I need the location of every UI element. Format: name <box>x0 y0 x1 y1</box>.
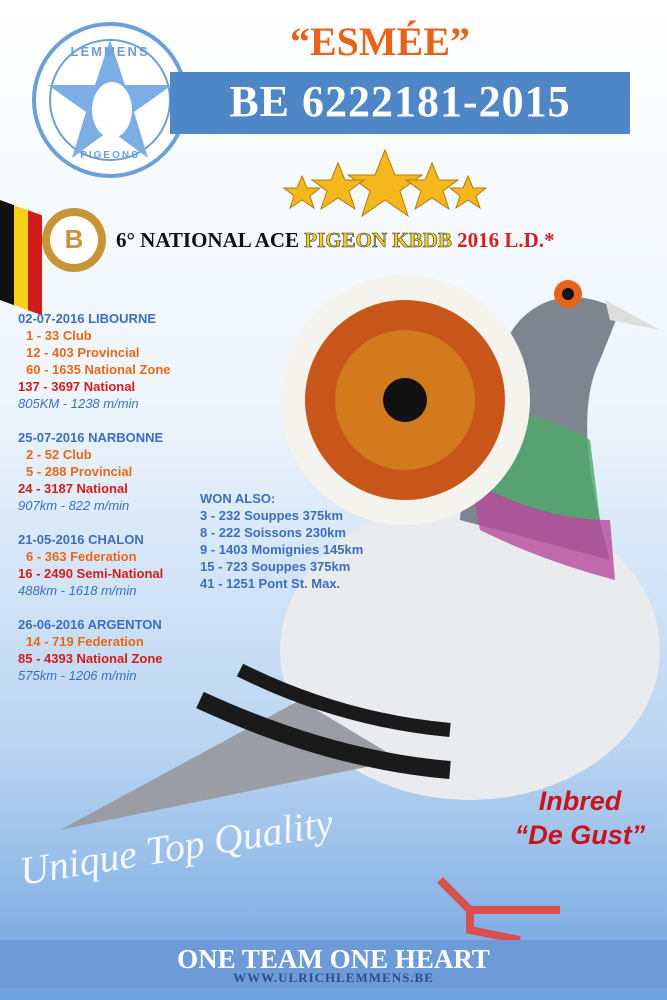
race-result: 24 - 3187 National <box>18 481 128 496</box>
award-part: 6° NATIONAL ACE <box>116 228 305 252</box>
race-speed: 907km - 822 m/min <box>18 498 130 513</box>
race-block: 26-06-2016 ARGENTON 14 - 719 Federation 85… <box>18 616 171 684</box>
award-part: 2016 L.D.* <box>457 228 555 252</box>
badge: B <box>64 224 84 254</box>
pigeon-name: “ESMÉE” <box>289 19 471 64</box>
logo-bottom: PIGEONS <box>80 150 140 161</box>
won-title: WON ALSO: <box>200 491 276 506</box>
race-title: 02-07-2016 LIBOURNE <box>18 311 156 326</box>
award: 6° NATIONAL ACE PIGEON KBDB 2016 L.D.* <box>116 228 656 253</box>
footer-bar <box>0 940 667 988</box>
race-block: 02-07-2016 LIBOURNE 1 - 33 Club 12 - 403 P… <box>18 310 171 412</box>
pedigree-line: “De Gust” <box>514 820 646 850</box>
race-result: 85 - 4393 National Zone <box>18 651 163 666</box>
race-block: 25-07-2016 NARBONNE 2 - 52 Club 5 - 288 Pr… <box>18 429 171 514</box>
website: WWW.ULRICHLEMMENS.BE <box>233 970 434 985</box>
race-result: 12 - 403 Provincial <box>26 345 140 360</box>
pedigree: Inbred “De Gust” <box>500 784 660 852</box>
race-result: 2 - 52 Club <box>26 447 92 462</box>
won-also: WON ALSO: 3 - 232 Souppes 375km 8 - 222 So… <box>200 490 363 592</box>
race-result: 14 - 719 Federation <box>26 634 144 649</box>
won-line: 41 - 1251 Pont St. Max. <box>200 576 341 591</box>
race-result: 5 - 288 Provincial <box>26 464 133 479</box>
race-result: 1 - 33 Club <box>26 328 92 343</box>
race-result: 6 - 363 Federation <box>26 549 137 564</box>
won-line: 8 - 222 Soissons 230km <box>200 525 346 540</box>
race-speed: 488km - 1618 m/min <box>18 583 137 598</box>
race-title: 26-06-2016 ARGENTON <box>18 617 162 632</box>
race-speed: 805KM - 1238 m/min <box>18 396 139 411</box>
race-block: 21-05-2016 CHALON 6 - 363 Federation 16 - … <box>18 531 171 599</box>
award-part: PIGEON KBDB <box>304 228 458 253</box>
ring-number: BE 6222181-2015 <box>229 77 571 126</box>
race-result: 137 - 3697 National <box>18 379 136 394</box>
pedigree-line: Inbred <box>538 786 622 816</box>
ring-banner <box>170 72 630 134</box>
race-result: 16 - 2490 Semi-National <box>18 566 164 581</box>
won-line: 9 - 1403 Momignies 145km <box>200 542 364 557</box>
results: 02-07-2016 LIBOURNE 1 - 33 Club 12 - 403 P… <box>18 310 171 701</box>
race-title: 25-07-2016 NARBONNE <box>18 430 164 445</box>
logo-top: LEMMENS <box>70 44 150 59</box>
motto: ONE TEAM ONE HEART <box>177 944 490 974</box>
won-line: 3 - 232 Souppes 375km <box>200 508 344 523</box>
race-speed: 575km - 1206 m/min <box>18 668 137 683</box>
won-line: 15 - 723 Souppes 375km <box>200 559 351 574</box>
race-result: 60 - 1635 National Zone <box>26 362 171 377</box>
race-title: 21-05-2016 CHALON <box>18 532 144 547</box>
